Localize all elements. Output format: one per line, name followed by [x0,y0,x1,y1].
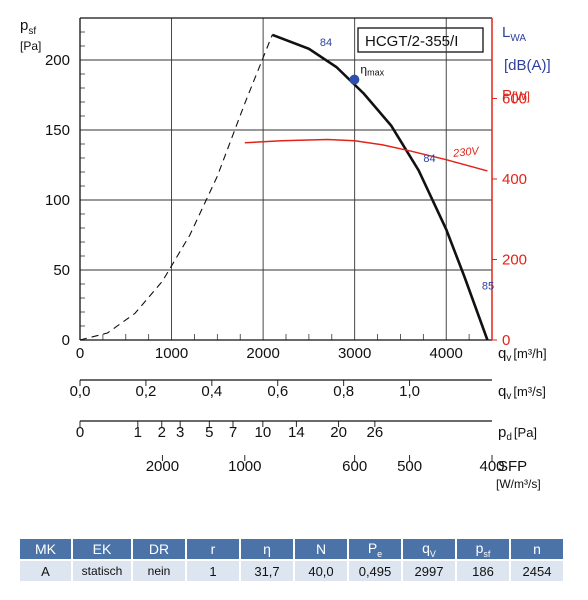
scale-tick-label: 3000 [338,345,371,362]
value-cell-psf: 186 [457,561,509,581]
y-tick-label: 150 [45,122,70,139]
scale-label: SFP [498,458,527,475]
value-cell-n-level: 40,0 [295,561,347,581]
value-cell-mk: A [20,561,71,581]
scale-tick-label: 0 [76,345,84,362]
scale-tick-label: 1000 [228,458,261,475]
scale-unit: [Pa] [514,425,537,440]
power-curve [244,138,488,172]
scale-tick-label: 2000 [246,345,279,362]
chart-title: HCGT/2-355/I [365,33,458,50]
scale-unit: [W/m³/s] [496,477,541,491]
y-axis-unit: [Pa] [20,39,41,53]
scale-tick-label: 0,2 [135,383,156,400]
scale-tick-label: 4000 [430,345,463,362]
header-cell-pe: Pe [349,539,401,559]
scale-tick-label: 0,8 [333,383,354,400]
fan-curve [271,33,489,341]
power-label: P[W] [502,87,530,104]
scale-tick-label: 500 [397,458,422,475]
scale-tick-label: 0,4 [201,383,222,400]
scale-label-main: SFP [498,458,527,475]
scale-tick-label: 5 [205,424,213,441]
scale-tick-label: 14 [288,424,305,441]
scale-tick-label: 2000 [146,458,179,475]
power-tick-label: 0 [502,332,510,349]
scale-tick-label: 600 [342,458,367,475]
value-cell-n-speed: 2454 [511,561,563,581]
scale-label: pd [Pa] [498,424,537,443]
header-cell-ek: EK [73,539,131,559]
header-cell-mk: MK [20,539,71,559]
scale-tick-label: 1000 [155,345,188,362]
scale-tick-label: 10 [255,424,272,441]
power-tick-label: 400 [502,171,527,188]
y-tick-label: 200 [45,52,70,69]
scale-tick-label: 1,0 [399,383,420,400]
scale-label-main: q [498,345,506,362]
title-box [357,27,484,53]
value-cell-r: 1 [187,561,239,581]
sound-level-unit: [dB(A)] [504,57,551,74]
power-tick-label: 200 [502,252,527,269]
value-cell-qv: 2997 [403,561,455,581]
header-cell-qv: qV [403,539,455,559]
y-axis-label: psf [20,17,36,37]
value-cell-eta: 31,7 [241,561,293,581]
eta-max-sub: max [367,68,385,78]
value-cell-pe: 0,495 [349,561,401,581]
scale-tick-label: 0,6 [267,383,288,400]
scale-label-main: q [498,383,506,400]
header-cell-n-level: N [295,539,347,559]
scale-tick-label: 2 [158,424,166,441]
table-row: A statisch nein 1 31,7 40,0 0,495 2997 1… [20,561,563,581]
grid [80,18,493,340]
annotations: ηmax 84 84 85 230V [320,37,494,293]
curves [79,33,489,341]
scale-unit: [m³/s] [513,384,546,399]
scale-label-sub: d [506,432,512,443]
sound-level-label: 85 [482,281,494,293]
header-cell-r: r [187,539,239,559]
tick-labels: 0 50 100 150 200 0 200 400 600 [45,52,527,349]
value-cell-ek: statisch [73,561,131,581]
power-curve-label: 230V [452,145,481,160]
table-header-row: MK EK DR r η N Pe qV psf n [20,539,563,559]
scale-label: qv [m³/s] [498,383,546,402]
header-cell-dr: DR [133,539,185,559]
system-curve-dashed [79,34,273,341]
operating-point-table: MK EK DR r η N Pe qV psf n A statisch ne… [18,537,565,583]
power-tick-label: 600 [502,91,527,108]
header-cell-n-speed: n [511,539,563,559]
scale-tick-label: 0,0 [70,383,91,400]
scale-tick-label: 0 [76,424,84,441]
fan-performance-chart: psf [Pa] LWA [dB(A)] P[W] HCGT/2-355/I 0… [20,17,551,491]
scale-tick-label: 7 [229,424,237,441]
secondary-scales: 0 1000 2000 3000 4000 qv [m³/h]0,0 0,2 0,4 0,6 0,8… [70,345,547,491]
y-tick-label: 0 [62,332,70,349]
scale-label: qv [m³/h] [498,345,547,364]
scale-label-sub: v [506,353,511,364]
header-cell-psf: psf [457,539,509,559]
scale-tick-label: 20 [330,424,347,441]
scale-label-main: p [498,424,506,441]
scale-unit: [m³/h] [513,346,546,361]
eta-max-label: ηmax [360,63,384,78]
eta-max-point [349,74,360,85]
scale-tick-label: 3 [176,424,184,441]
sound-level-label: LWA [502,24,526,44]
y-tick-label: 50 [53,262,70,279]
value-cell-dr: nein [133,561,185,581]
header-cell-eta: η [241,539,293,559]
scale-tick-label: 1 [134,424,142,441]
axes [79,17,493,341]
sound-level-label: 84 [320,37,332,49]
scale-tick-label: 26 [367,424,384,441]
scale-label-sub: v [506,391,511,402]
sound-level-label: 84 [423,153,435,165]
scale-tick-label: 400 [479,458,504,475]
y-tick-label: 100 [45,192,70,209]
